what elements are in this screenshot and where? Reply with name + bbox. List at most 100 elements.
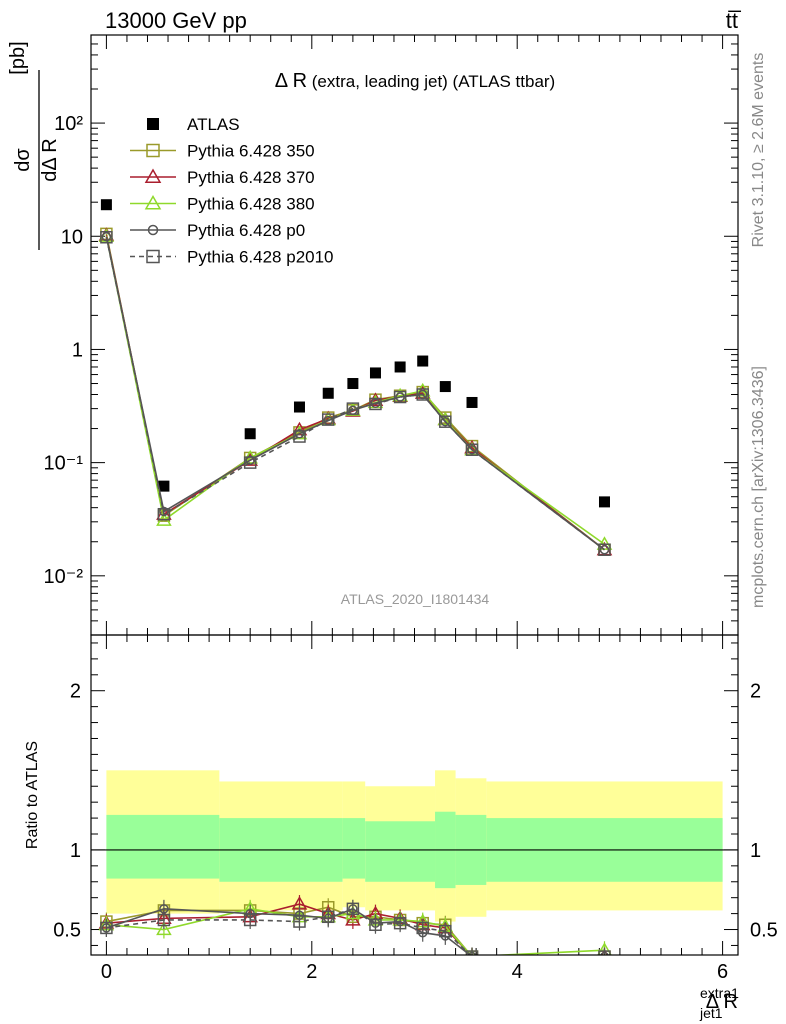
- mc-point: [467, 444, 477, 455]
- legend-label: Pythia 6.428 p0: [187, 221, 305, 240]
- y-label-numerator: dσ: [12, 148, 34, 172]
- ratio-line-4: [106, 907, 472, 955]
- data-point: [369, 367, 381, 379]
- ratio-point: [100, 921, 113, 935]
- ratio-point: [369, 918, 382, 932]
- bottom-axis-ticks: 0.5 0.5 1 1 2 2 0 2 4 6: [53, 635, 778, 983]
- legend-marker: [144, 168, 162, 183]
- rivet-version-label: Rivet 3.1.10, ≥ 2.6M events: [750, 53, 767, 248]
- legend-label: Pythia 6.428 370: [187, 168, 315, 187]
- ratio-point: [321, 910, 335, 924]
- bottom-x-tick-label: 0: [101, 961, 112, 983]
- plot-title-main: Δ R: [275, 70, 307, 92]
- ratio-point: [345, 905, 361, 920]
- top-y-tick-label: 1: [72, 339, 83, 361]
- top-y-tick-label: 10⁻¹: [44, 453, 84, 475]
- bottom-x-tick-label: 2: [306, 961, 317, 983]
- legend-marker: [144, 194, 162, 210]
- header-energy-label: 13000 GeV pp: [105, 8, 247, 33]
- bottom-panel-frame: [90, 634, 739, 956]
- bottom-y-tick-label: 0.5: [53, 920, 81, 942]
- mc-point: [291, 421, 308, 436]
- mc-point: [465, 443, 479, 456]
- bottom-x-tick-label: 6: [717, 961, 728, 983]
- mc-point: [157, 507, 171, 521]
- ratio-inner-band: [342, 818, 366, 879]
- ratio-point: [465, 950, 479, 955]
- plot-title-sub: (extra, leading jet) (ATLAS ttbar): [307, 72, 555, 91]
- ratio-inner-band: [365, 821, 436, 882]
- bottom-y-tick-label: 1: [70, 840, 81, 862]
- mc-point: [599, 544, 610, 555]
- y-label-unit: [pb]: [7, 41, 29, 74]
- mc-point: [414, 382, 431, 397]
- top-axis-ticks: 10⁻² 10⁻¹ 1 10 10²: [44, 34, 738, 636]
- mc-line-5: [105, 237, 605, 551]
- bottom-y-tick-label-right: 2: [750, 681, 761, 703]
- ratio-point: [416, 921, 429, 935]
- x-axis-label-subscript: jet1: [699, 1005, 723, 1021]
- bottom-y-tick-label: 2: [70, 681, 81, 703]
- mc-line-1: [105, 233, 605, 551]
- bottom-data-layer: [98, 895, 612, 955]
- data-point: [347, 378, 359, 390]
- legend-label: Pythia 6.428 p2010: [187, 248, 334, 267]
- ratio-point: [439, 924, 452, 938]
- top-y-tick-label: 10: [61, 226, 83, 248]
- mc-point: [439, 415, 452, 428]
- mc-point: [369, 397, 382, 411]
- top-y-axis-label: dσ dΔ R [pb]: [7, 41, 61, 250]
- mc-line-2: [105, 235, 605, 551]
- legend-marker: [146, 143, 160, 158]
- x-axis-label-main: Δ R: [706, 991, 738, 1013]
- legend-label: ATLAS: [187, 115, 240, 134]
- mc-point: [393, 390, 407, 404]
- ratio-point: [598, 950, 611, 955]
- data-point: [417, 355, 429, 367]
- bottom-y-tick-label-right: 0.5: [750, 920, 778, 942]
- legend-marker: [147, 224, 159, 236]
- mc-point: [416, 388, 429, 401]
- legend-marker: [146, 249, 160, 264]
- analysis-watermark: ATLAS_2020_I1801434: [341, 591, 490, 607]
- mc-point: [417, 389, 428, 400]
- mc-point: [440, 416, 451, 427]
- x-axis-label-superscript: extra1: [700, 985, 739, 1001]
- top-data-layer: [98, 199, 613, 556]
- data-point: [100, 199, 112, 211]
- legend-label: Pythia 6.428 350: [187, 142, 315, 161]
- ratio-point: [243, 913, 257, 927]
- bottom-x-tick-label: 4: [512, 961, 523, 983]
- plot-title: Δ R (extra, leading jet) (ATLAS ttbar): [275, 70, 555, 92]
- mc-line-3: [105, 236, 605, 545]
- mc-point: [598, 543, 611, 556]
- data-point: [322, 387, 334, 399]
- ratio-inner-band: [106, 814, 220, 879]
- mc-point: [100, 231, 113, 244]
- x-axis-label: Δ R: [706, 991, 738, 1013]
- ratio-point: [293, 915, 306, 928]
- mc-point: [346, 402, 360, 415]
- top-y-tick-label: 10²: [54, 113, 83, 135]
- mc-point: [243, 456, 257, 469]
- data-point: [158, 480, 170, 492]
- ratio-point: [393, 916, 407, 930]
- legend: ATLAS Pythia 6.428 350 Pythia 6.428 370 Pyt…: [130, 115, 334, 267]
- mcplots-label: mcplots.cern.ch [arXiv:1306.3436]: [750, 366, 767, 608]
- ratio-point: [156, 921, 172, 936]
- data-point: [466, 396, 478, 408]
- top-y-tick-label: 10⁻²: [44, 566, 84, 588]
- legend-marker: [147, 118, 159, 130]
- data-point: [394, 361, 406, 373]
- ratio-point: [597, 942, 612, 955]
- data-point: [598, 496, 610, 508]
- mc-point: [293, 430, 306, 443]
- data-point: [244, 428, 256, 440]
- data-point: [293, 401, 305, 413]
- ratio-uncertainty-bands: [91, 770, 738, 922]
- mc-point: [367, 392, 384, 406]
- y-label-denominator: dΔ R: [39, 138, 61, 181]
- bottom-y-tick-label-right: 1: [750, 840, 761, 862]
- mc-point: [159, 506, 169, 517]
